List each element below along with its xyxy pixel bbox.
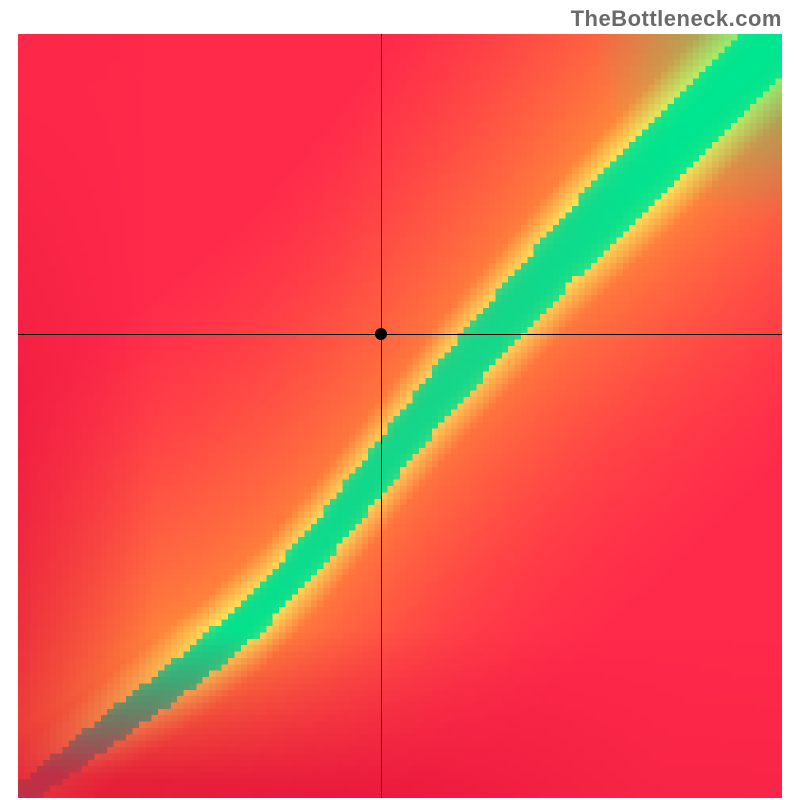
- chart-container: TheBottleneck.com: [0, 0, 800, 800]
- crosshair-vertical: [381, 34, 382, 798]
- crosshair-marker: [375, 328, 387, 340]
- crosshair-horizontal: [18, 334, 782, 335]
- bottleneck-heatmap: [18, 34, 782, 798]
- watermark-text: TheBottleneck.com: [571, 6, 782, 32]
